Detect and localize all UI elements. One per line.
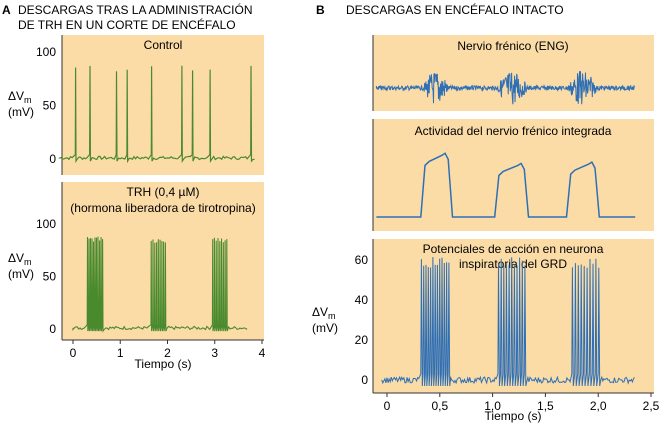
panel-a-letter: A — [2, 3, 11, 17]
chart-control-trace — [58, 65, 255, 164]
chart-trh-y-ticks: 0 50 100 — [36, 217, 56, 336]
chart-neuron-trace — [381, 257, 635, 387]
x-tick-label: 2,0 — [590, 399, 607, 413]
chart-control-title: Control — [144, 38, 183, 52]
panel-b-x-label: Tiempo (s) — [485, 409, 542, 423]
chart-neuron-x-ticks: 0 0,5 1,0 1,5 2,0 2,5 — [384, 393, 660, 413]
y-tick-label: 100 — [36, 217, 56, 231]
panel-a-x-label: Tiempo (s) — [135, 357, 192, 371]
chart-trh-x-ticks: 0 1 2 3 4 — [70, 340, 266, 360]
chart-neuron: Potenciales de acción en neurona inspira… — [355, 239, 660, 423]
y-tick-label: 100 — [36, 45, 56, 59]
chart-trh-title-line2: (hormona liberadora de tirotropina) — [70, 201, 255, 215]
panel-a-header: A DESCARGAS TRAS LA ADMINISTRACIÓN DE TR… — [2, 2, 253, 32]
x-tick-label: 2 — [164, 346, 171, 360]
chart-eng: Nervio frénico (ENG) — [372, 35, 654, 111]
y-label-main: ΔVm — [8, 89, 32, 105]
y-tick-label: 0 — [361, 373, 368, 387]
chart-control-background — [62, 35, 264, 175]
x-tick-label: 1,0 — [484, 399, 501, 413]
chart-integrated: Actividad del nervio frénico integrada — [372, 119, 654, 231]
y-tick-label: 0 — [49, 322, 56, 336]
x-tick-label: 4 — [259, 346, 266, 360]
chart-neuron-title-line1: Potenciales de acción en neurona — [423, 242, 604, 256]
chart-control: Control 0 50 100 — [36, 35, 264, 175]
y-tick-label: 0 — [49, 152, 56, 166]
chart-trh-trace — [72, 236, 248, 333]
x-tick-label: 0 — [384, 399, 391, 413]
y-tick-label: 40 — [355, 293, 369, 307]
chart-control-y-label: ΔVm (mV) — [8, 89, 34, 119]
y-tick-label: 60 — [355, 253, 369, 267]
y-label-main: ΔVm — [312, 305, 336, 321]
chart-neuron-y-label: ΔVm (mV) — [312, 305, 338, 335]
chart-eng-title: Nervio frénico (ENG) — [457, 39, 568, 53]
panel-b-letter: B — [316, 3, 325, 17]
chart-eng-trace — [375, 71, 636, 105]
x-tick-label: 0 — [70, 346, 77, 360]
chart-neuron-y-ticks: 0 20 40 60 — [355, 253, 369, 387]
y-tick-label: 50 — [43, 99, 57, 113]
x-tick-label: 3 — [211, 346, 218, 360]
y-tick-label: 20 — [355, 333, 369, 347]
chart-trh-title-line1: TRH (0,4 µM) — [127, 185, 200, 199]
panel-a-title-line2: DE TRH EN UN CORTE DE ENCÉFALO — [18, 17, 236, 32]
chart-integrated-trace — [376, 152, 636, 218]
panel-b-title: DESCARGAS EN ENCÉFALO INTACTO — [346, 2, 564, 17]
y-label-unit: (mV) — [312, 321, 338, 335]
y-label-unit: (mV) — [8, 105, 34, 119]
chart-integrated-background — [373, 119, 654, 231]
y-label-unit: (mV) — [8, 267, 34, 281]
y-label-main: ΔVm — [8, 251, 32, 267]
chart-trh-y-label: ΔVm (mV) — [8, 251, 34, 281]
chart-neuron-title-line2: inspiratoria del GRD — [459, 257, 567, 271]
x-tick-label: 1 — [117, 346, 124, 360]
panel-a-title-line1: DESCARGAS TRAS LA ADMINISTRACIÓN — [18, 2, 253, 17]
x-tick-label: 0,5 — [431, 399, 448, 413]
x-tick-label: 1,5 — [537, 399, 554, 413]
chart-trh: TRH (0,4 µM) (hormona liberadora de tiro… — [36, 182, 266, 371]
chart-control-y-ticks: 0 50 100 — [36, 45, 56, 166]
x-tick-label: 2,5 — [643, 399, 660, 413]
panel-b-header: B DESCARGAS EN ENCÉFALO INTACTO — [316, 2, 564, 17]
chart-integrated-title: Actividad del nervio frénico integrada — [415, 124, 612, 138]
y-tick-label: 50 — [43, 270, 57, 284]
